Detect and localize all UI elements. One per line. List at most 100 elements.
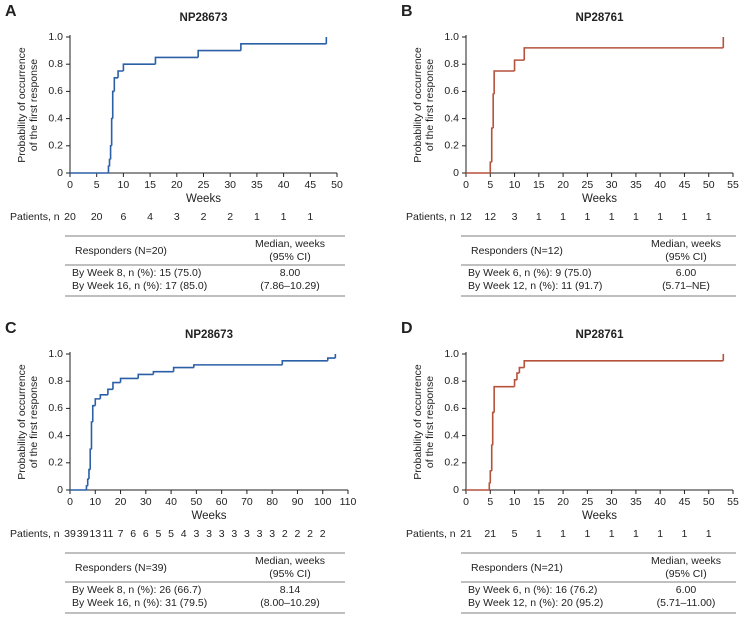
step-segment	[154, 56, 199, 65]
y-tick-label: 0.2	[48, 457, 63, 469]
at-risk-count: 2	[295, 528, 301, 540]
at-risk-count: 3	[193, 528, 199, 540]
at-risk-count: 3	[244, 528, 250, 540]
step-segment	[489, 470, 492, 484]
step-segment	[109, 145, 112, 160]
at-risk-count: 1	[633, 211, 639, 223]
y-axis-label: of the first response	[28, 59, 40, 151]
table-header: (95% CI)	[269, 568, 310, 580]
step-segment	[513, 59, 525, 71]
x-tick-label: 35	[630, 496, 642, 508]
table-header: (95% CI)	[269, 251, 310, 263]
at-risk-count: 1	[609, 211, 615, 223]
table-cell: (7.86–10.29)	[260, 280, 320, 292]
x-tick-label: 20	[171, 179, 183, 191]
table-header: (95% CI)	[665, 251, 706, 263]
at-risk-count: 13	[89, 528, 101, 540]
y-tick-label: 0.8	[48, 375, 63, 387]
step-segment	[90, 421, 93, 450]
y-tick-label: 0.2	[444, 140, 459, 152]
x-tick-label: 5	[94, 179, 100, 191]
table-cell: By Week 16, n (%): 31 (79.5)	[72, 597, 207, 609]
at-risk-count: 1	[307, 211, 313, 223]
y-axis-label: Probability of occurrence	[412, 364, 424, 480]
step-segment	[85, 485, 88, 490]
y-tick-label: 0	[453, 484, 459, 496]
step-segment	[523, 360, 724, 368]
step-segment	[197, 49, 241, 58]
y-tick-label: 0.6	[48, 85, 63, 97]
x-tick-label: 45	[304, 179, 316, 191]
y-tick-label: 0.6	[444, 85, 459, 97]
step-segment	[516, 372, 520, 380]
x-axis-label: Weeks	[192, 510, 227, 522]
step-segment	[493, 385, 515, 413]
x-tick-label: 5	[487, 496, 493, 508]
step-segment	[110, 117, 113, 146]
at-risk-count: 20	[91, 211, 103, 223]
step-segment	[489, 161, 492, 173]
step-segment	[113, 77, 119, 92]
x-tick-label: 40	[654, 496, 666, 508]
table-cell: 8.00	[280, 267, 301, 279]
y-tick-label: 0.4	[48, 429, 63, 441]
at-risk-count: 5	[156, 528, 162, 540]
table-cell: (5.71–11.00)	[657, 597, 716, 609]
step-segment	[490, 444, 493, 471]
table-cell: (8.00–10.29)	[260, 597, 320, 609]
y-axis-label: Probability of occurrence	[412, 47, 424, 163]
x-tick-label: 35	[251, 179, 263, 191]
panel-letter: A	[5, 3, 17, 20]
x-tick-label: 40	[278, 179, 290, 191]
at-risk-label: Patients, n	[406, 528, 456, 540]
at-risk-count: 1	[657, 211, 663, 223]
step-segment	[281, 360, 328, 365]
x-tick-label: 30	[224, 179, 236, 191]
step-segment	[107, 165, 110, 173]
x-tick-label: 45	[679, 496, 691, 508]
y-tick-label: 0.8	[444, 58, 459, 70]
x-tick-label: 50	[703, 496, 715, 508]
x-tick-label: 20	[557, 179, 569, 191]
y-tick-label: 0.2	[444, 457, 459, 469]
table-cell: 8.14	[280, 584, 301, 596]
y-tick-label: 0.4	[444, 112, 459, 124]
chart-title: NP28761	[576, 329, 625, 341]
at-risk-count: 1	[682, 211, 688, 223]
step-segment	[513, 379, 517, 387]
table-cell: By Week 12, n (%): 20 (95.2)	[468, 597, 603, 609]
at-risk-count: 11	[102, 528, 113, 540]
step-segment	[240, 43, 327, 51]
y-tick-label: 0.6	[444, 402, 459, 414]
step-segment	[172, 366, 194, 372]
table-header: Median, weeks	[651, 555, 721, 567]
at-risk-count: 1	[706, 528, 712, 540]
at-risk-count: 1	[682, 528, 688, 540]
table-cell: 6.00	[676, 267, 697, 279]
x-tick-label: 80	[266, 496, 278, 508]
table-cell: (5.71–NE)	[662, 280, 710, 292]
at-risk-count: 3	[219, 528, 225, 540]
x-axis-label: Weeks	[582, 193, 617, 205]
at-risk-count: 2	[307, 528, 313, 540]
y-tick-label: 0.4	[444, 429, 459, 441]
at-risk-count: 21	[460, 528, 472, 540]
at-risk-label: Patients, n	[10, 211, 60, 223]
x-tick-label: 55	[727, 179, 739, 191]
x-tick-label: 10	[118, 179, 130, 191]
at-risk-count: 1	[536, 211, 542, 223]
at-risk-count: 12	[460, 211, 472, 223]
y-tick-label: 0	[57, 484, 63, 496]
at-risk-count: 1	[254, 211, 260, 223]
x-axis-label: Weeks	[186, 193, 221, 205]
x-tick-label: 100	[314, 496, 332, 508]
table-cell: By Week 8, n (%): 15 (75.0)	[72, 267, 201, 279]
x-tick-label: 90	[292, 496, 304, 508]
step-segment	[523, 47, 724, 61]
x-tick-label: 40	[654, 179, 666, 191]
table-header: Median, weeks	[255, 238, 325, 250]
step-segment	[137, 373, 154, 379]
x-tick-label: 25	[198, 179, 210, 191]
x-tick-label: 30	[140, 496, 152, 508]
